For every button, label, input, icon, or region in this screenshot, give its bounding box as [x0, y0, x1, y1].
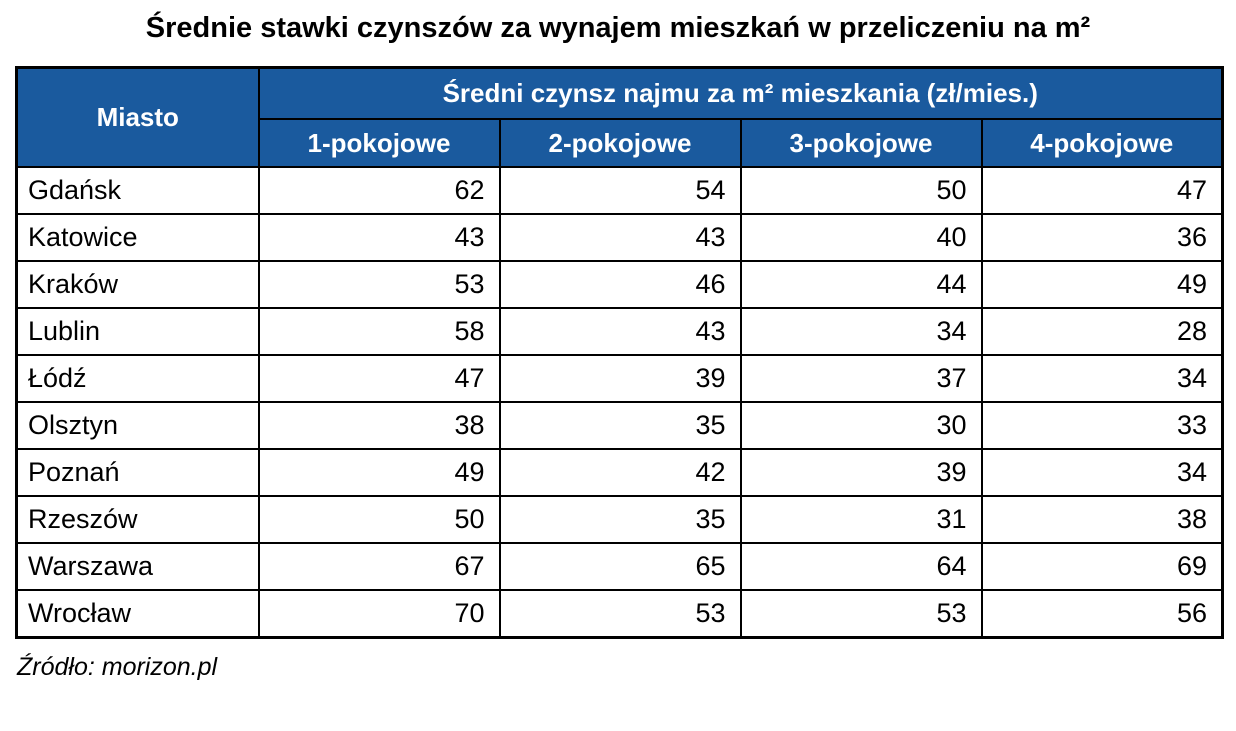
value-cell: 50	[257, 495, 501, 545]
table-header: Miasto Średni czynsz najmu za m² mieszka…	[15, 66, 1224, 169]
value-cell: 43	[498, 307, 742, 357]
value-cell: 39	[739, 448, 983, 498]
value-cell: 37	[739, 354, 983, 404]
value-cell: 67	[257, 542, 501, 592]
value-cell: 54	[498, 166, 742, 216]
table-row: Łódź 47 39 37 34	[15, 354, 1224, 404]
table-row: Lublin 58 43 34 28	[15, 307, 1224, 357]
value-cell: 35	[498, 401, 742, 451]
source-attribution: Źródło: morizon.pl	[17, 652, 218, 681]
city-cell: Lublin	[15, 307, 260, 357]
city-cell: Katowice	[15, 213, 260, 263]
value-cell: 40	[739, 213, 983, 263]
table-row: Rzeszów 50 35 31 38	[15, 495, 1224, 545]
value-cell: 35	[498, 495, 742, 545]
value-cell: 43	[498, 213, 742, 263]
value-cell: 49	[257, 448, 501, 498]
value-cell: 34	[739, 307, 983, 357]
value-cell: 47	[980, 166, 1224, 216]
table-body: Gdańsk 62 54 50 47 Katowice 43 43 40 36 Kraków 53 46…	[15, 166, 1224, 639]
header-row-group: Miasto Średni czynsz najmu za m² mieszka…	[15, 66, 1224, 169]
value-cell: 64	[739, 542, 983, 592]
value-cell: 34	[980, 354, 1224, 404]
value-cell: 56	[980, 589, 1224, 639]
table-row: Kraków 53 46 44 49	[15, 260, 1224, 310]
city-cell: Łódź	[15, 354, 260, 404]
city-cell: Gdańsk	[15, 166, 260, 216]
value-cell: 38	[257, 401, 501, 451]
value-cell: 39	[498, 354, 742, 404]
value-cell: 42	[498, 448, 742, 498]
column-header-2-pokojowe: 2-pokojowe	[498, 118, 742, 169]
table-row: Katowice 43 43 40 36	[15, 213, 1224, 263]
value-cell: 31	[739, 495, 983, 545]
table-row: Wrocław 70 53 53 56	[15, 589, 1224, 639]
rent-table: Miasto Średni czynsz najmu za m² mieszka…	[15, 65, 1224, 639]
value-cell: 43	[257, 213, 501, 263]
chart-title: Średnie stawki czynszów za wynajem miesz…	[145, 12, 1091, 44]
value-cell: 70	[257, 589, 501, 639]
table-row: Olsztyn 38 35 30 33	[15, 401, 1224, 451]
header-row-columns: 1-pokojowe 2-pokojowe 3-pokojowe 4-pokoj…	[17, 118, 1224, 169]
value-cell: 50	[739, 166, 983, 216]
value-cell: 44	[739, 260, 983, 310]
value-cell: 65	[498, 542, 742, 592]
table-row: Warszawa 67 65 64 69	[15, 542, 1224, 592]
value-cell: 38	[980, 495, 1224, 545]
value-cell: 33	[980, 401, 1224, 451]
value-cell: 53	[257, 260, 501, 310]
value-cell: 46	[498, 260, 742, 310]
column-header-3-pokojowe: 3-pokojowe	[739, 118, 983, 169]
value-cell: 69	[980, 542, 1224, 592]
value-cell: 47	[257, 354, 501, 404]
column-header-4-pokojowe: 4-pokojowe	[980, 118, 1224, 169]
city-cell: Warszawa	[15, 542, 260, 592]
group-header: Średni czynsz najmu za m² mieszkania (zł…	[257, 66, 1224, 121]
table-row: Poznań 49 42 39 34	[15, 448, 1224, 498]
value-cell: 53	[739, 589, 983, 639]
table-row: Gdańsk 62 54 50 47	[15, 166, 1224, 216]
value-cell: 49	[980, 260, 1224, 310]
value-cell: 62	[257, 166, 501, 216]
column-header-1-pokojowe: 1-pokojowe	[257, 118, 501, 169]
value-cell: 53	[498, 589, 742, 639]
city-cell: Poznań	[15, 448, 260, 498]
value-cell: 34	[980, 448, 1224, 498]
value-cell: 36	[980, 213, 1224, 263]
value-cell: 30	[739, 401, 983, 451]
city-cell: Olsztyn	[15, 401, 260, 451]
corner-header-miasto: Miasto	[15, 66, 260, 169]
city-cell: Rzeszów	[15, 495, 260, 545]
value-cell: 28	[980, 307, 1224, 357]
value-cell: 58	[257, 307, 501, 357]
city-cell: Wrocław	[15, 589, 260, 639]
city-cell: Kraków	[15, 260, 260, 310]
